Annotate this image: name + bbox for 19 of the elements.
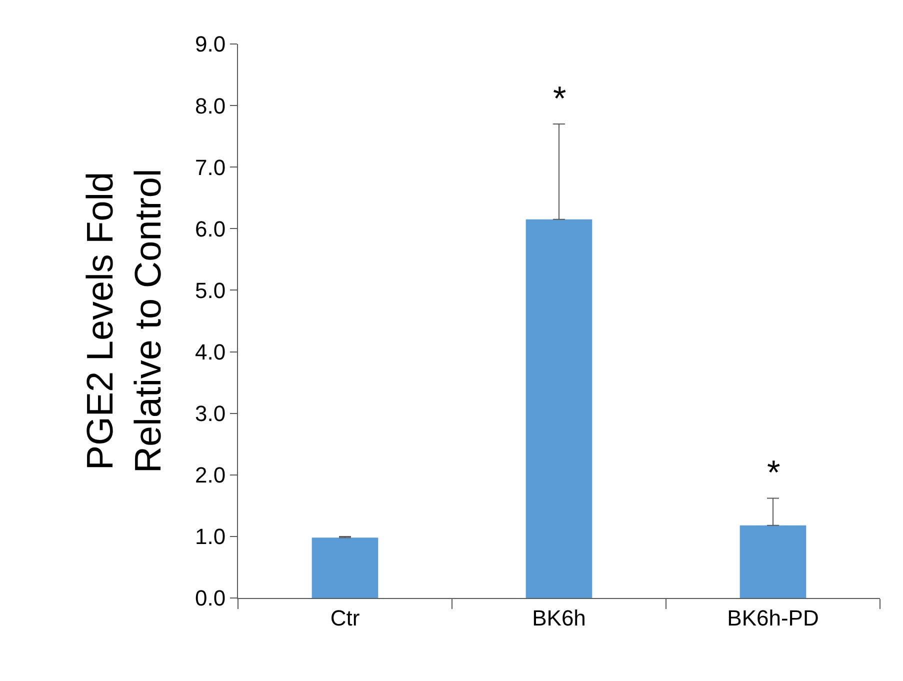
y-tick-label: 8.0 [195, 93, 226, 118]
annotation: * [767, 454, 780, 492]
y-axis-title: PGE2 Levels Fold Relative to Control [79, 168, 169, 474]
x-tick-label: BK6h-PD [727, 605, 819, 630]
y-tick-label: 6.0 [195, 216, 226, 242]
annotation: * [553, 80, 566, 118]
y-tick-label: 2.0 [195, 462, 226, 488]
y-tick-label: 4.0 [195, 339, 226, 364]
x-tick-label: Ctr [330, 605, 360, 630]
y-tick-label: 7.0 [195, 154, 226, 180]
bar [740, 525, 806, 598]
bar [526, 219, 592, 598]
x-tick-label: BK6h [532, 605, 586, 630]
y-tick-label: 1.0 [195, 524, 226, 550]
y-tick-label: 9.0 [195, 32, 226, 57]
y-tick-label: 5.0 [195, 278, 226, 303]
y-tick-label: 0.0 [195, 586, 226, 611]
bar [312, 538, 378, 598]
y-tick-label: 3.0 [195, 401, 226, 426]
